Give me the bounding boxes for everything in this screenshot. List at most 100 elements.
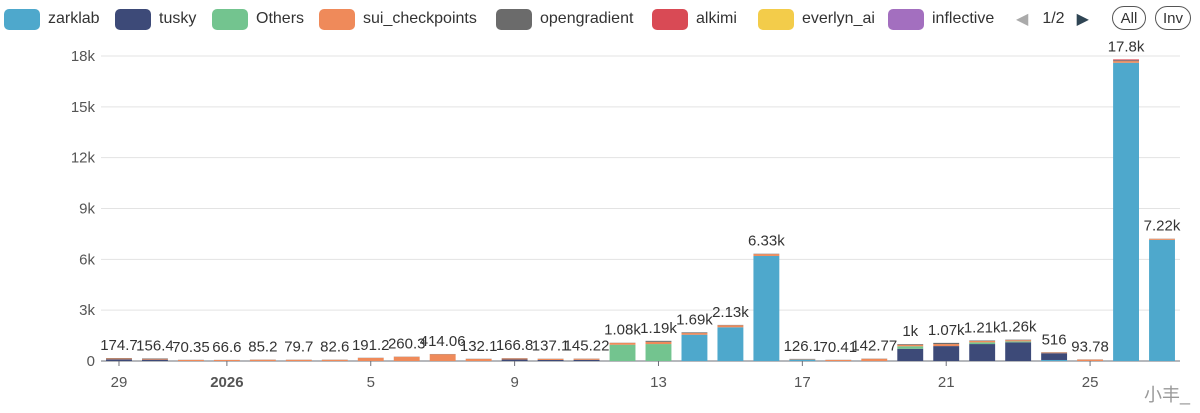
bar-segment-sui-checkpoints — [753, 254, 780, 256]
bar-segment-sui-checkpoints — [969, 341, 996, 343]
chart-legend: zarklab tusky Others sui_checkpoints opengra… — [0, 6, 1200, 32]
legend-next-icon[interactable]: ▶ — [1076, 11, 1089, 28]
bar-segment-sui-checkpoints — [1005, 340, 1032, 342]
x-tick-label: 2026 — [210, 374, 243, 391]
legend-swatch — [652, 8, 688, 30]
bar-segment-zarklab — [753, 255, 780, 361]
bar-segment-sui-checkpoints — [249, 359, 276, 361]
bar-segment-sui-checkpoints — [933, 344, 960, 347]
y-tick-label: 6k — [79, 251, 95, 268]
bar-segment-sui-checkpoints — [321, 359, 348, 361]
bar-segment-tusky — [142, 359, 168, 361]
x-tick-label: 13 — [650, 374, 667, 391]
bar-segment-zarklab — [1149, 239, 1175, 361]
bar-segment-sui-checkpoints — [501, 358, 528, 360]
legend-label: sui_checkpoints — [363, 10, 477, 27]
bar-segment-sui-checkpoints — [537, 358, 564, 360]
bar-segment-tusky — [933, 346, 960, 361]
y-tick-label: 9k — [79, 201, 95, 218]
legend-item-alkimi[interactable]: alkimi — [652, 6, 737, 32]
bar-total-label: 70.35 — [172, 339, 210, 356]
bar-segment-Others — [609, 344, 636, 361]
bar-segment-opengradient — [897, 344, 924, 345]
legend-inverse-button[interactable]: Inv — [1155, 6, 1191, 30]
legend-label: alkimi — [696, 10, 737, 27]
watermark: 小丰_ — [1143, 385, 1190, 405]
legend-select-all-button[interactable]: All — [1112, 6, 1146, 30]
legend-prev-icon[interactable]: ◀ — [1016, 11, 1029, 28]
bar-total-label: 82.6 — [320, 339, 349, 356]
legend-label: zarklab — [48, 10, 100, 27]
bar-total-label: 137.1 — [532, 338, 570, 355]
bar-total-label: 85.2 — [248, 339, 277, 356]
bar-total-label: 126.1 — [784, 338, 822, 355]
bar-segment-sui-checkpoints — [789, 358, 816, 360]
bar-segment-zarklab — [1113, 62, 1139, 362]
bar-total-label: 1.26k — [1000, 319, 1037, 336]
legend-item-zarklab[interactable]: zarklab — [4, 6, 100, 32]
bar-segment-opengradient — [681, 332, 708, 334]
legend-item-everlyn-ai[interactable]: everlyn_ai — [758, 6, 875, 32]
bar-total-label: 1.69k — [676, 311, 713, 328]
legend-swatch — [115, 8, 151, 30]
bar-segment-tusky — [969, 344, 996, 361]
bar-segment-opengradient — [1113, 60, 1139, 62]
legend-item-sui-checkpoints[interactable]: sui_checkpoints — [319, 6, 477, 32]
legend-label: tusky — [159, 10, 197, 27]
bar-total-label: 174.7 — [100, 337, 138, 354]
legend-swatch — [496, 8, 532, 30]
bar-segment-sui-checkpoints — [213, 359, 240, 361]
bar-segment-Others — [645, 344, 672, 361]
bar-segment-sui-checkpoints — [357, 357, 384, 361]
legend-item-tusky[interactable]: tusky — [115, 6, 196, 32]
bar-segment-zarklab — [681, 334, 708, 361]
y-tick-label: 0 — [87, 353, 95, 370]
bar-total-label: 260.3 — [388, 336, 426, 353]
legend-item-inflective[interactable]: inflective — [888, 6, 994, 32]
legend-label: opengradient — [540, 10, 634, 27]
bar-segment-Others — [969, 342, 996, 345]
bar-total-label: 516 — [1042, 331, 1067, 348]
bar-segment-sui-checkpoints — [573, 358, 600, 360]
legend-page-indicator: 1/2 — [1042, 10, 1065, 27]
bar-segment-sui-checkpoints — [142, 358, 168, 360]
bar-segment-tusky — [1005, 342, 1032, 361]
bar-segment-opengradient — [1005, 339, 1032, 341]
legend-label: everlyn_ai — [802, 10, 875, 27]
bar-segment-sui-checkpoints — [285, 359, 312, 361]
x-tick-label: 29 — [111, 374, 128, 391]
bar-segment-sui-checkpoints — [609, 342, 636, 345]
bar-segment-sui-checkpoints — [106, 358, 132, 360]
bar-total-label: 156.4 — [136, 337, 174, 354]
legend-swatch — [319, 8, 355, 30]
bar-total-label: 17.8k — [1108, 38, 1145, 55]
bar-segment-sui-checkpoints — [177, 359, 204, 361]
bar-segment-sui-checkpoints — [717, 325, 744, 328]
bar-total-label: 166.8 — [496, 337, 534, 354]
bar-total-label: 7.22k — [1144, 218, 1181, 235]
x-tick-label: 21 — [938, 374, 955, 391]
bar-total-label: 1k — [902, 323, 918, 340]
legend-item-others[interactable]: Others — [212, 6, 304, 32]
bar-segment-sui-checkpoints — [681, 333, 708, 335]
bar-total-label: 1.19k — [640, 320, 677, 337]
bar-segment-sui-checkpoints — [1149, 238, 1175, 240]
x-tick-label: 17 — [794, 374, 811, 391]
bar-segment-sui-checkpoints — [1041, 352, 1068, 354]
bar-total-label: 70.41 — [820, 339, 858, 356]
legend-item-opengradient[interactable]: opengradient — [496, 6, 633, 32]
bar-total-label: 145.22 — [564, 338, 610, 355]
bar-total-label: 1.08k — [604, 322, 641, 339]
bar-segment-tusky — [1041, 353, 1068, 360]
bar-segment-tusky — [573, 359, 600, 361]
bar-total-label: 79.7 — [284, 339, 313, 356]
legend-swatch — [888, 8, 924, 30]
bar-segment-alkimi — [1113, 59, 1139, 61]
bar-segment-sui-checkpoints — [645, 341, 672, 345]
bar-segment-sui-checkpoints — [825, 359, 852, 361]
bar-segment-opengradient — [933, 342, 960, 345]
bar-segment-sui-checkpoints — [861, 358, 888, 361]
bar-total-label: 1.21k — [964, 319, 1001, 336]
y-tick-label: 18k — [71, 48, 96, 65]
